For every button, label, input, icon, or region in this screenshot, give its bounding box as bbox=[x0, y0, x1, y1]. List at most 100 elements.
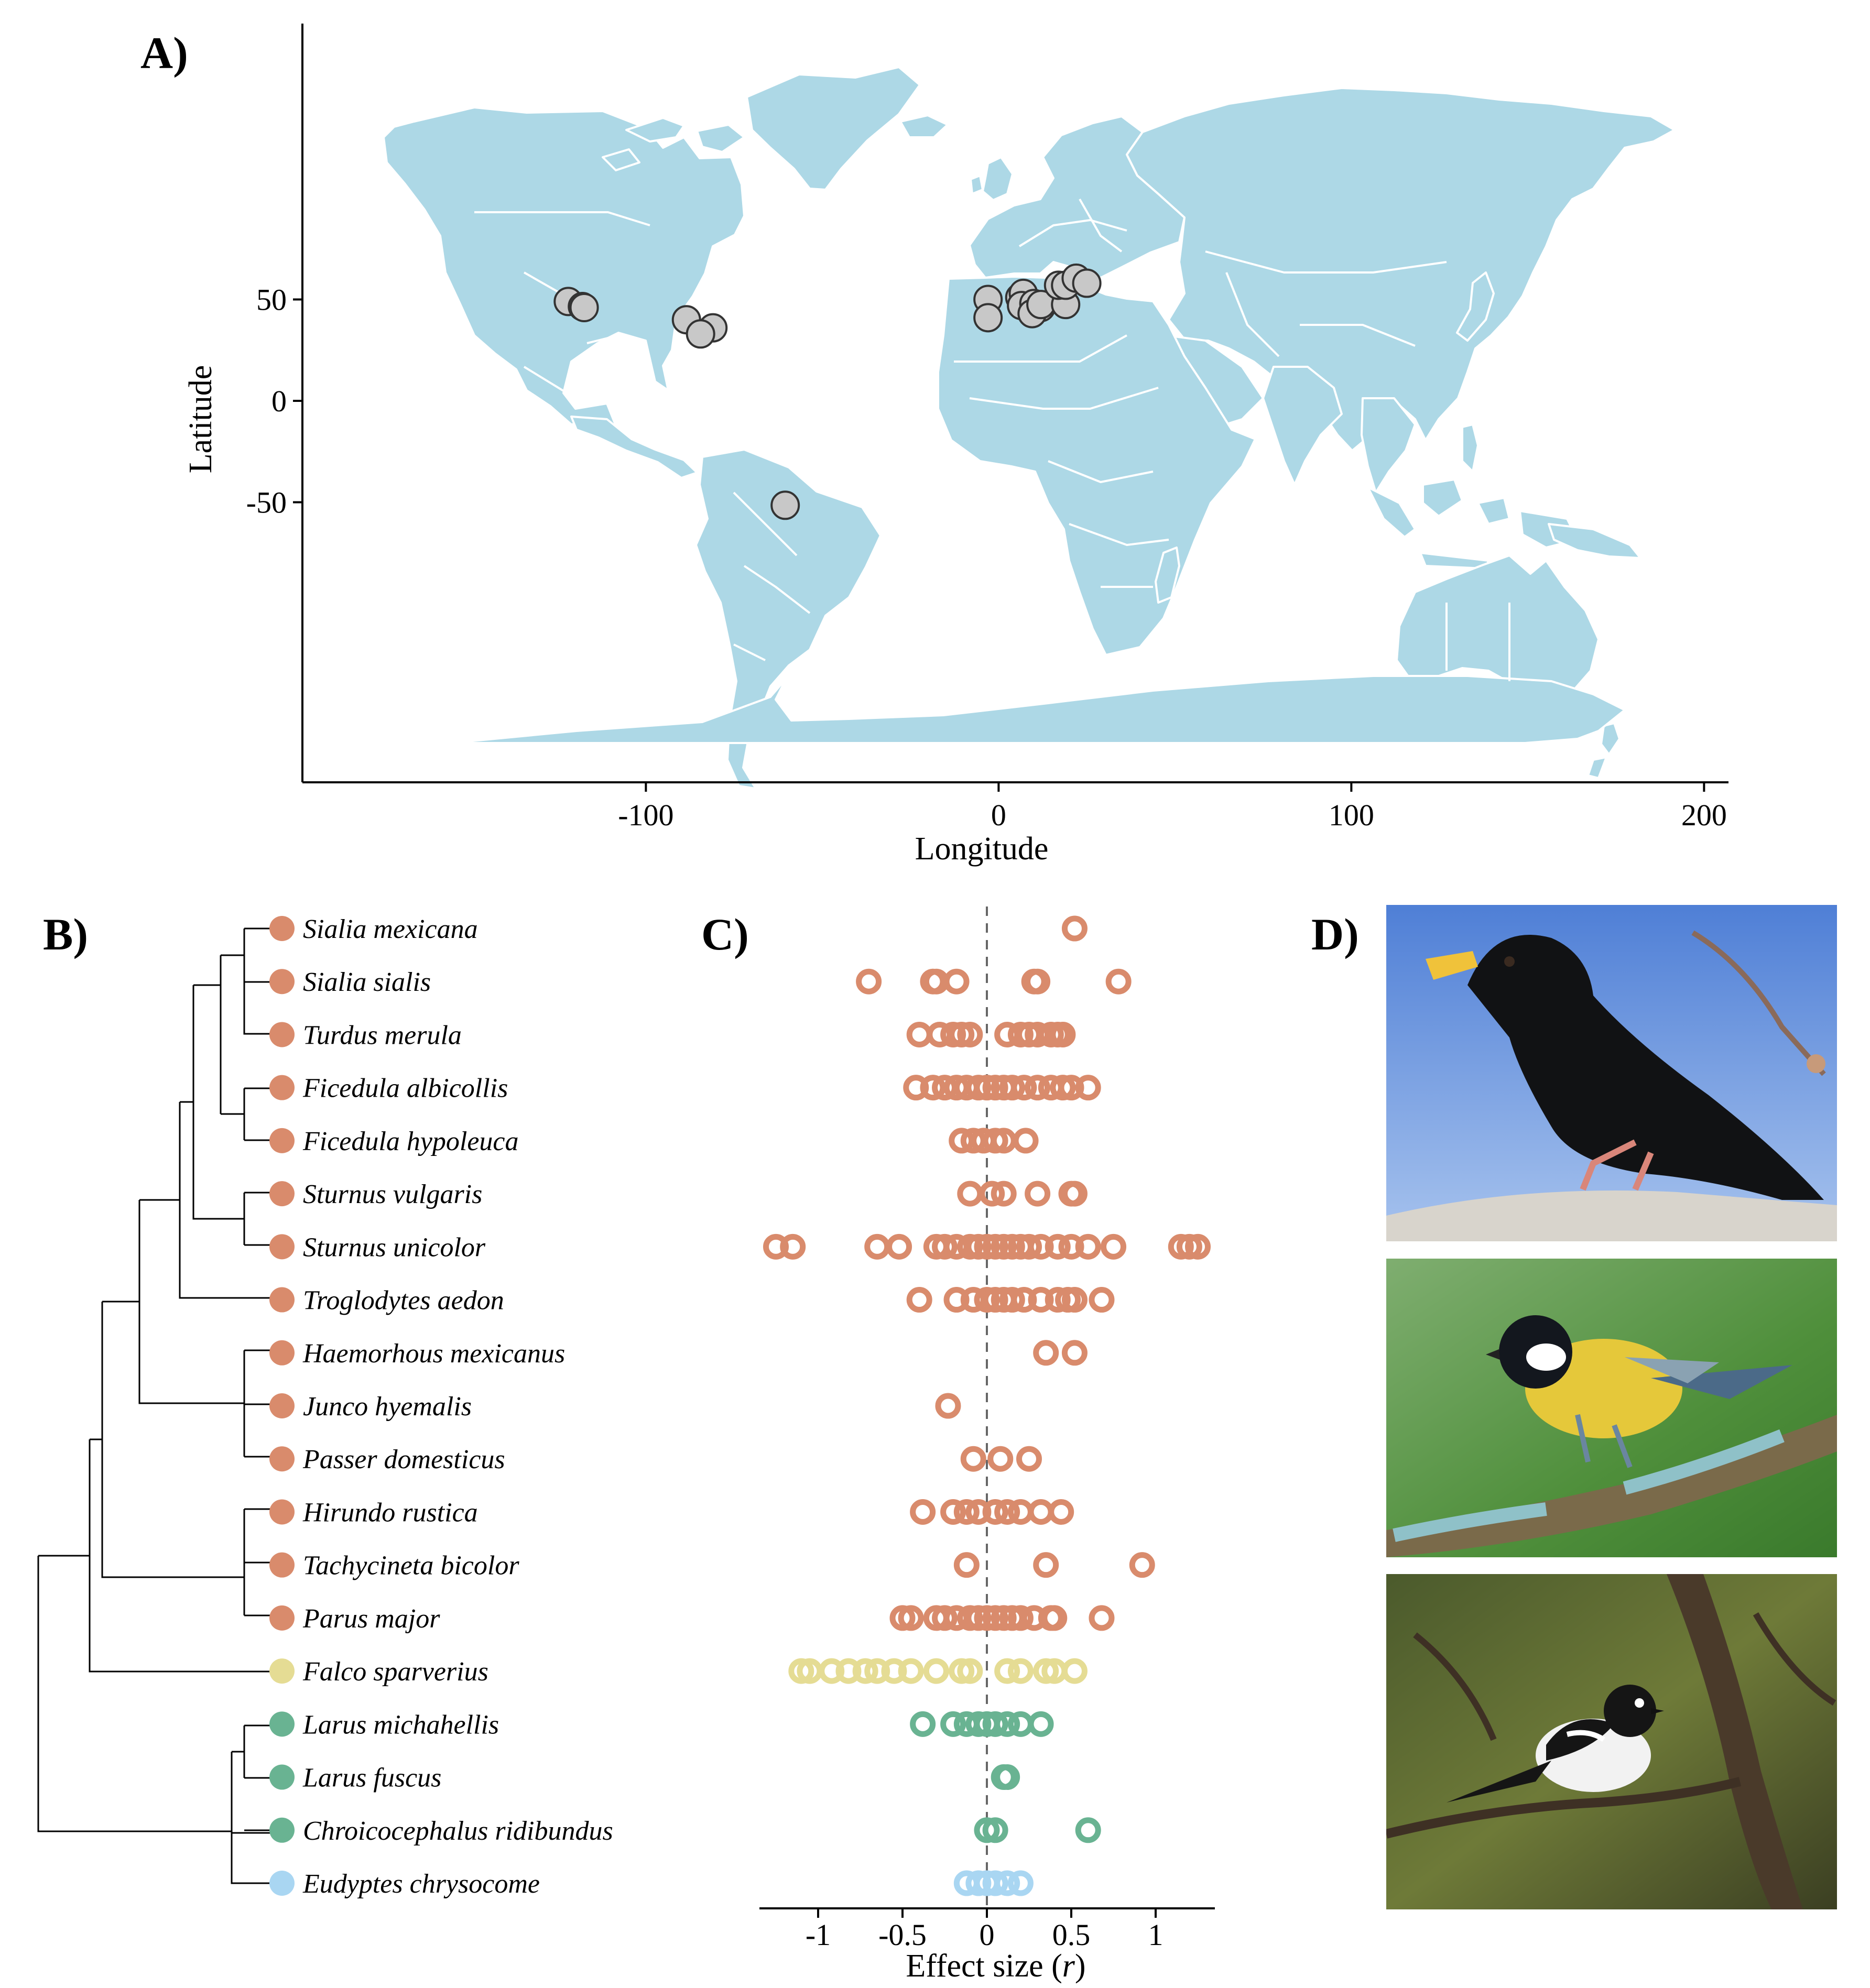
species-marker bbox=[269, 1446, 295, 1472]
effect-size-point bbox=[974, 1233, 1000, 1260]
effect-size-point bbox=[1028, 1233, 1054, 1260]
effect-size-point bbox=[1058, 1075, 1084, 1101]
study-site-point bbox=[973, 303, 1003, 333]
effect-size-point bbox=[864, 1233, 890, 1260]
species-marker bbox=[269, 1499, 295, 1525]
effect-size-point bbox=[1041, 1605, 1068, 1631]
species-marker bbox=[269, 1393, 295, 1418]
species-label: Ficedula hypoleuca bbox=[302, 1127, 519, 1156]
effect-size-point bbox=[1061, 915, 1088, 942]
effect-size-point bbox=[940, 1711, 966, 1737]
effect-size-point bbox=[886, 1233, 912, 1260]
effect-size-point bbox=[940, 1021, 966, 1047]
effect-size-point bbox=[1089, 1605, 1115, 1631]
effect-size-point bbox=[1061, 1287, 1088, 1313]
effect-size-point bbox=[965, 1870, 992, 1896]
effect-size-point bbox=[999, 1233, 1025, 1260]
effect-size-point bbox=[1007, 1499, 1034, 1525]
map-y-tick-label: 0 bbox=[271, 384, 287, 418]
effect-axis-title-text: Effect size ( bbox=[906, 1948, 1062, 1984]
phylogenetic-tree bbox=[37, 927, 282, 1884]
map-x-tick-label: 100 bbox=[1329, 798, 1374, 832]
effect-size-point bbox=[999, 1075, 1025, 1101]
study-site-point bbox=[770, 490, 800, 520]
species-label: Chroicocephalus ridibundus bbox=[303, 1816, 613, 1846]
effect-size-point bbox=[965, 1605, 992, 1631]
effect-size-point bbox=[1013, 1128, 1039, 1154]
effect-size-point bbox=[965, 1233, 992, 1260]
effect-size-point bbox=[987, 1446, 1014, 1472]
effect-size-point bbox=[1061, 1658, 1088, 1684]
landmass-greenland bbox=[746, 66, 921, 191]
species-marker bbox=[269, 1234, 295, 1260]
effect-size-point bbox=[1045, 1233, 1071, 1260]
landmass-india bbox=[1262, 366, 1343, 486]
effect-size-point bbox=[763, 1233, 789, 1260]
map-x-tick-label: 200 bbox=[1681, 798, 1727, 832]
species-label: Sturnus vulgaris bbox=[303, 1179, 482, 1209]
effect-size-point bbox=[1075, 1233, 1101, 1260]
effect-size-point bbox=[982, 1287, 1008, 1313]
effect-axis-title-close: ) bbox=[1075, 1948, 1086, 1984]
effect-size-point bbox=[1101, 1233, 1126, 1260]
effect-size-point bbox=[898, 1658, 924, 1684]
effect-size-point bbox=[999, 1287, 1025, 1313]
effect-x-tick-label: 0.5 bbox=[1052, 1918, 1091, 1952]
effect-size-point bbox=[979, 1181, 1005, 1207]
effect-size-point bbox=[852, 1658, 878, 1684]
effect-size-point bbox=[1075, 1075, 1101, 1101]
starling-photo bbox=[1386, 905, 1837, 1241]
effect-size-point bbox=[974, 1287, 1000, 1313]
landmass-indochina bbox=[1361, 397, 1416, 494]
effect-size-point bbox=[1028, 1287, 1054, 1313]
panel-b-label: B) bbox=[43, 909, 88, 959]
effect-size-point bbox=[982, 1605, 1008, 1631]
species-marker bbox=[269, 1658, 295, 1684]
great-tit-photo bbox=[1386, 1259, 1837, 1557]
effect-x-tick-label: 1 bbox=[1148, 1918, 1164, 1952]
effect-size-point bbox=[903, 1075, 929, 1101]
landmass-north-america bbox=[383, 106, 745, 431]
effect-x-tick-label: 0 bbox=[980, 1918, 995, 1952]
effect-size-point bbox=[923, 1658, 949, 1684]
landmass-indonesia bbox=[1367, 478, 1579, 570]
map-x-tick-label: 0 bbox=[991, 798, 1006, 832]
landmass-new-zealand bbox=[1587, 722, 1621, 779]
effect-size-point bbox=[1089, 1287, 1115, 1313]
species-label: Tachycineta bicolor bbox=[303, 1551, 519, 1581]
species-label: Larus fuscus bbox=[302, 1763, 441, 1793]
panel-c-label: C) bbox=[701, 909, 749, 959]
species-label: Turdus merula bbox=[303, 1020, 462, 1050]
effect-size-point bbox=[819, 1658, 845, 1684]
effect-size-point bbox=[864, 1658, 890, 1684]
effect-size-point bbox=[1048, 1499, 1074, 1525]
effect-x-axis-title: Effect size (r) bbox=[906, 1948, 1085, 1984]
effect-size-point bbox=[943, 968, 970, 995]
effect-size-point bbox=[1050, 1021, 1076, 1047]
effect-size-point bbox=[835, 1658, 862, 1684]
map-y-axis-title: Latitude bbox=[183, 365, 219, 474]
effect-size-point bbox=[1176, 1233, 1202, 1260]
effect-ticks: -1 -0.5 0 0.5 1 bbox=[806, 1908, 1164, 1952]
species-label: Falco sparverius bbox=[302, 1657, 488, 1687]
species-marker bbox=[269, 969, 295, 995]
effect-size-point bbox=[949, 1021, 975, 1047]
effect-size-point bbox=[953, 1499, 980, 1525]
world-map bbox=[383, 66, 1676, 790]
effect-size-point bbox=[1050, 1075, 1076, 1101]
effect-size-point bbox=[949, 1658, 975, 1684]
effect-size-point bbox=[982, 1233, 1008, 1260]
panel-b: B) Sialia mexicana Sialia sialis Turdus me… bbox=[37, 909, 613, 1899]
species-marker bbox=[269, 1022, 295, 1047]
species-marker bbox=[269, 1075, 295, 1100]
effect-x-tick-label: -1 bbox=[806, 1918, 831, 1952]
panel-d: D) bbox=[1311, 905, 1837, 1909]
species-label: Sialia sialis bbox=[303, 967, 431, 997]
map-axes bbox=[301, 24, 1728, 783]
species-marker bbox=[269, 1181, 295, 1207]
effect-size-point bbox=[1075, 1817, 1101, 1843]
effect-size-point bbox=[1185, 1233, 1211, 1260]
effect-size-point bbox=[1028, 1711, 1054, 1737]
effect-size-point bbox=[1007, 1870, 1034, 1896]
